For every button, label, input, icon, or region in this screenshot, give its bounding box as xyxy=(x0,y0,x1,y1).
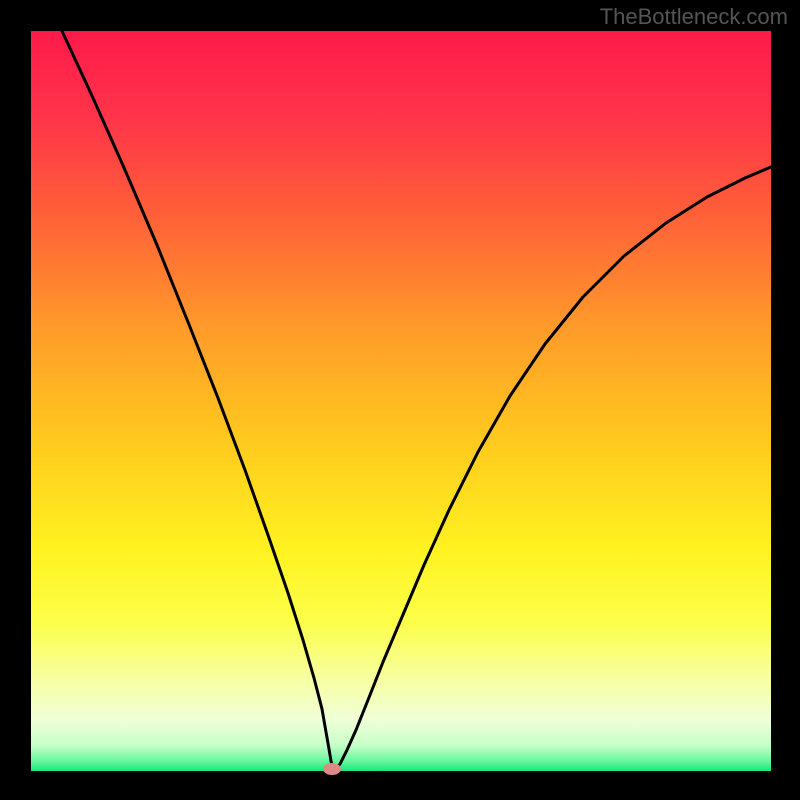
watermark-text: TheBottleneck.com xyxy=(600,4,788,30)
chart-background-gradient xyxy=(31,31,771,771)
chart-plot-area xyxy=(31,31,771,771)
optimum-point-marker xyxy=(323,763,341,775)
